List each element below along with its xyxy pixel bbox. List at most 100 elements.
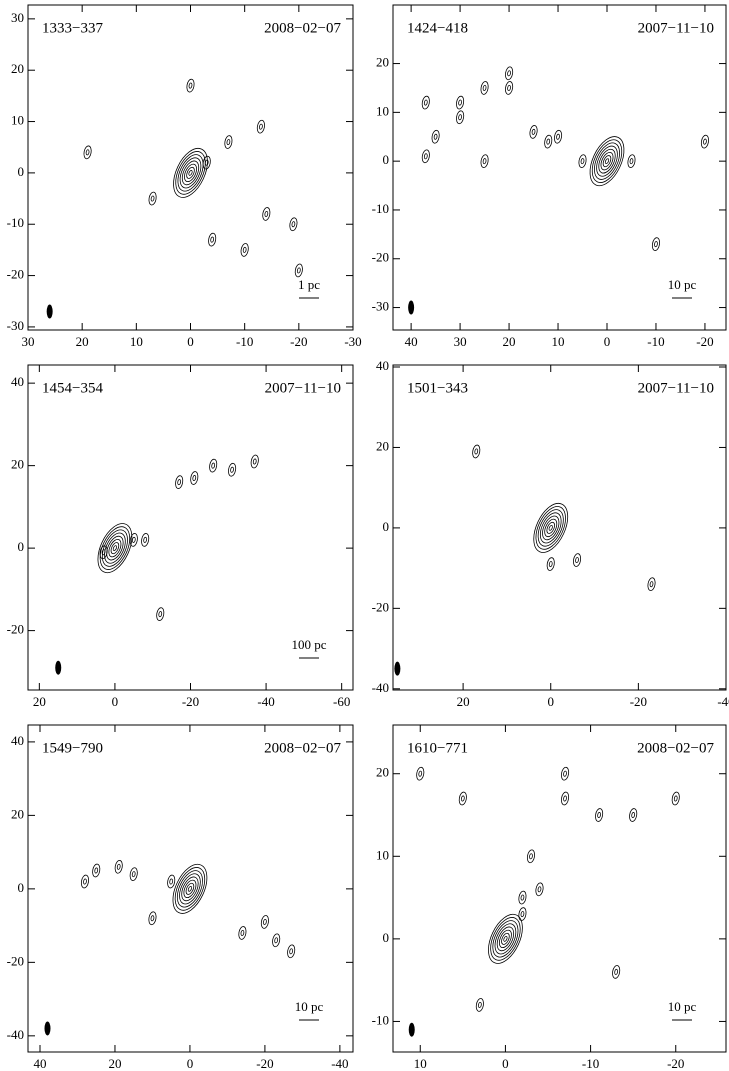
y-tick-label: 0: [383, 519, 390, 534]
contour: [101, 529, 128, 567]
contour: [175, 475, 184, 489]
contour: [460, 795, 465, 802]
contour: [181, 160, 200, 186]
contour: [204, 159, 209, 166]
contour: [537, 886, 542, 893]
contour: [647, 577, 656, 592]
contour: [256, 119, 265, 134]
contour: [188, 170, 193, 176]
contour: [544, 134, 553, 149]
contour: [421, 149, 430, 164]
contour: [598, 148, 616, 174]
contour: [85, 149, 90, 156]
contour: [580, 158, 585, 165]
y-tick-label: 20: [11, 61, 24, 76]
y-tick-label: -10: [372, 201, 389, 216]
contour: [238, 926, 247, 940]
contour: [531, 128, 536, 135]
contour: [520, 911, 525, 918]
contour: [185, 882, 195, 895]
y-tick-label: 40: [11, 374, 24, 389]
contour: [423, 99, 428, 106]
y-tick-label: 30: [11, 10, 24, 25]
x-tick-label: 0: [112, 694, 119, 709]
contour: [544, 518, 558, 538]
contour: [612, 965, 621, 979]
contour: [654, 241, 658, 248]
x-tick-label: 40: [33, 1056, 46, 1071]
contour: [177, 479, 182, 486]
contour: [480, 81, 489, 95]
contour: [274, 937, 279, 944]
contour: [472, 444, 481, 459]
contour: [114, 859, 123, 874]
contour: [188, 82, 193, 89]
contour: [174, 867, 206, 911]
contour: [177, 154, 204, 192]
source-name: 1454−354: [42, 380, 103, 396]
x-tick-label: -10: [236, 334, 253, 349]
y-tick-label: 20: [11, 457, 24, 472]
contour: [596, 145, 618, 177]
contour: [211, 462, 216, 469]
contour: [131, 536, 136, 543]
contour: [458, 791, 467, 806]
contour: [578, 154, 587, 168]
x-tick-label: -20: [182, 694, 199, 709]
contour: [627, 154, 636, 168]
scale-label: 10 pc: [295, 999, 324, 1014]
y-tick-label: 20: [376, 765, 389, 780]
contour: [226, 139, 231, 146]
contour: [602, 155, 612, 168]
contour: [498, 929, 512, 949]
y-tick-label: -30: [372, 299, 389, 314]
contour: [186, 166, 195, 179]
y-tick-label: 40: [11, 733, 24, 748]
contour: [548, 561, 553, 568]
y-tick-label: 10: [11, 113, 24, 128]
y-tick-label: -20: [372, 250, 389, 265]
contour: [190, 471, 199, 485]
contour: [260, 915, 269, 929]
contour: [480, 154, 489, 168]
contour: [533, 502, 569, 553]
contour: [129, 867, 138, 882]
contour: [167, 874, 176, 889]
contour: [492, 920, 519, 958]
contour: [262, 207, 271, 221]
contour: [649, 581, 654, 588]
contour: [230, 466, 234, 473]
contour: [529, 125, 538, 139]
contour: [129, 533, 138, 547]
contour: [546, 557, 555, 571]
contour: [108, 538, 122, 558]
contour: [433, 133, 438, 140]
contour: [535, 506, 566, 550]
contour: [475, 998, 484, 1012]
contour: [539, 512, 562, 544]
contour: [148, 911, 157, 926]
beam: [394, 661, 401, 676]
contour: [141, 533, 150, 547]
x-tick-label: 30: [454, 334, 467, 349]
contour: [240, 243, 249, 257]
beam: [55, 660, 62, 675]
contour: [169, 878, 174, 885]
contour: [490, 917, 521, 961]
panel: 20 0 -20 -40 -60 -20 0 20 40 1454−354 2007−11−10 10…: [7, 364, 354, 709]
contour: [112, 545, 117, 551]
x-tick-label: 0: [187, 334, 194, 349]
contour: [431, 129, 440, 144]
contour: [294, 263, 303, 278]
plot-frame: [392, 4, 727, 331]
contour: [671, 791, 680, 806]
contour: [158, 611, 163, 618]
x-tick-label: -40: [257, 694, 274, 709]
panel: 30 20 10 0 -10 -20 -30 -30 -20 -10 0 10 20 30 1333−337…: [7, 4, 362, 349]
contour: [252, 458, 257, 465]
contour: [561, 791, 570, 806]
contour: [423, 153, 428, 160]
contour: [104, 532, 126, 564]
y-tick-label: 20: [11, 806, 24, 821]
